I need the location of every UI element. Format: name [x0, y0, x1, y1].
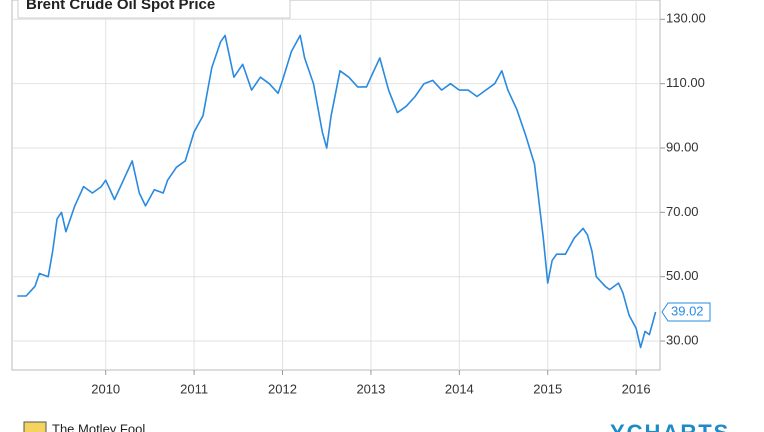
y-tick-label: 50.00 — [666, 268, 699, 283]
x-tick-label: 2016 — [622, 381, 651, 396]
y-tick-label: 130.00 — [666, 11, 706, 26]
value-label: 39.02 — [671, 303, 704, 318]
x-tick-label: 2012 — [268, 381, 297, 396]
line — [17, 34, 657, 349]
x-tick-label: 2010 — [91, 381, 120, 396]
y-tick-label: 90.00 — [666, 139, 699, 154]
x-tick-label: 2013 — [356, 381, 385, 396]
title-box — [17, 0, 291, 19]
plot-area — [11, 0, 661, 371]
x-tick-label: 2011 — [180, 381, 208, 396]
x-tick-label: 2015 — [533, 381, 562, 396]
y-tick-label: 70.00 — [666, 204, 699, 219]
chart-title: Brent Crude Oil Spot Price — [26, 0, 215, 13]
y-tick-label: 30.00 — [666, 332, 699, 347]
logo — [23, 421, 47, 432]
x-tick-label: 2014 — [445, 381, 474, 396]
value-flag — [661, 302, 711, 322]
y-tick-label: 110.00 — [666, 75, 705, 90]
footer-left: The Motley Fool — [52, 421, 145, 432]
footer-right: YCHARTS — [610, 420, 730, 432]
